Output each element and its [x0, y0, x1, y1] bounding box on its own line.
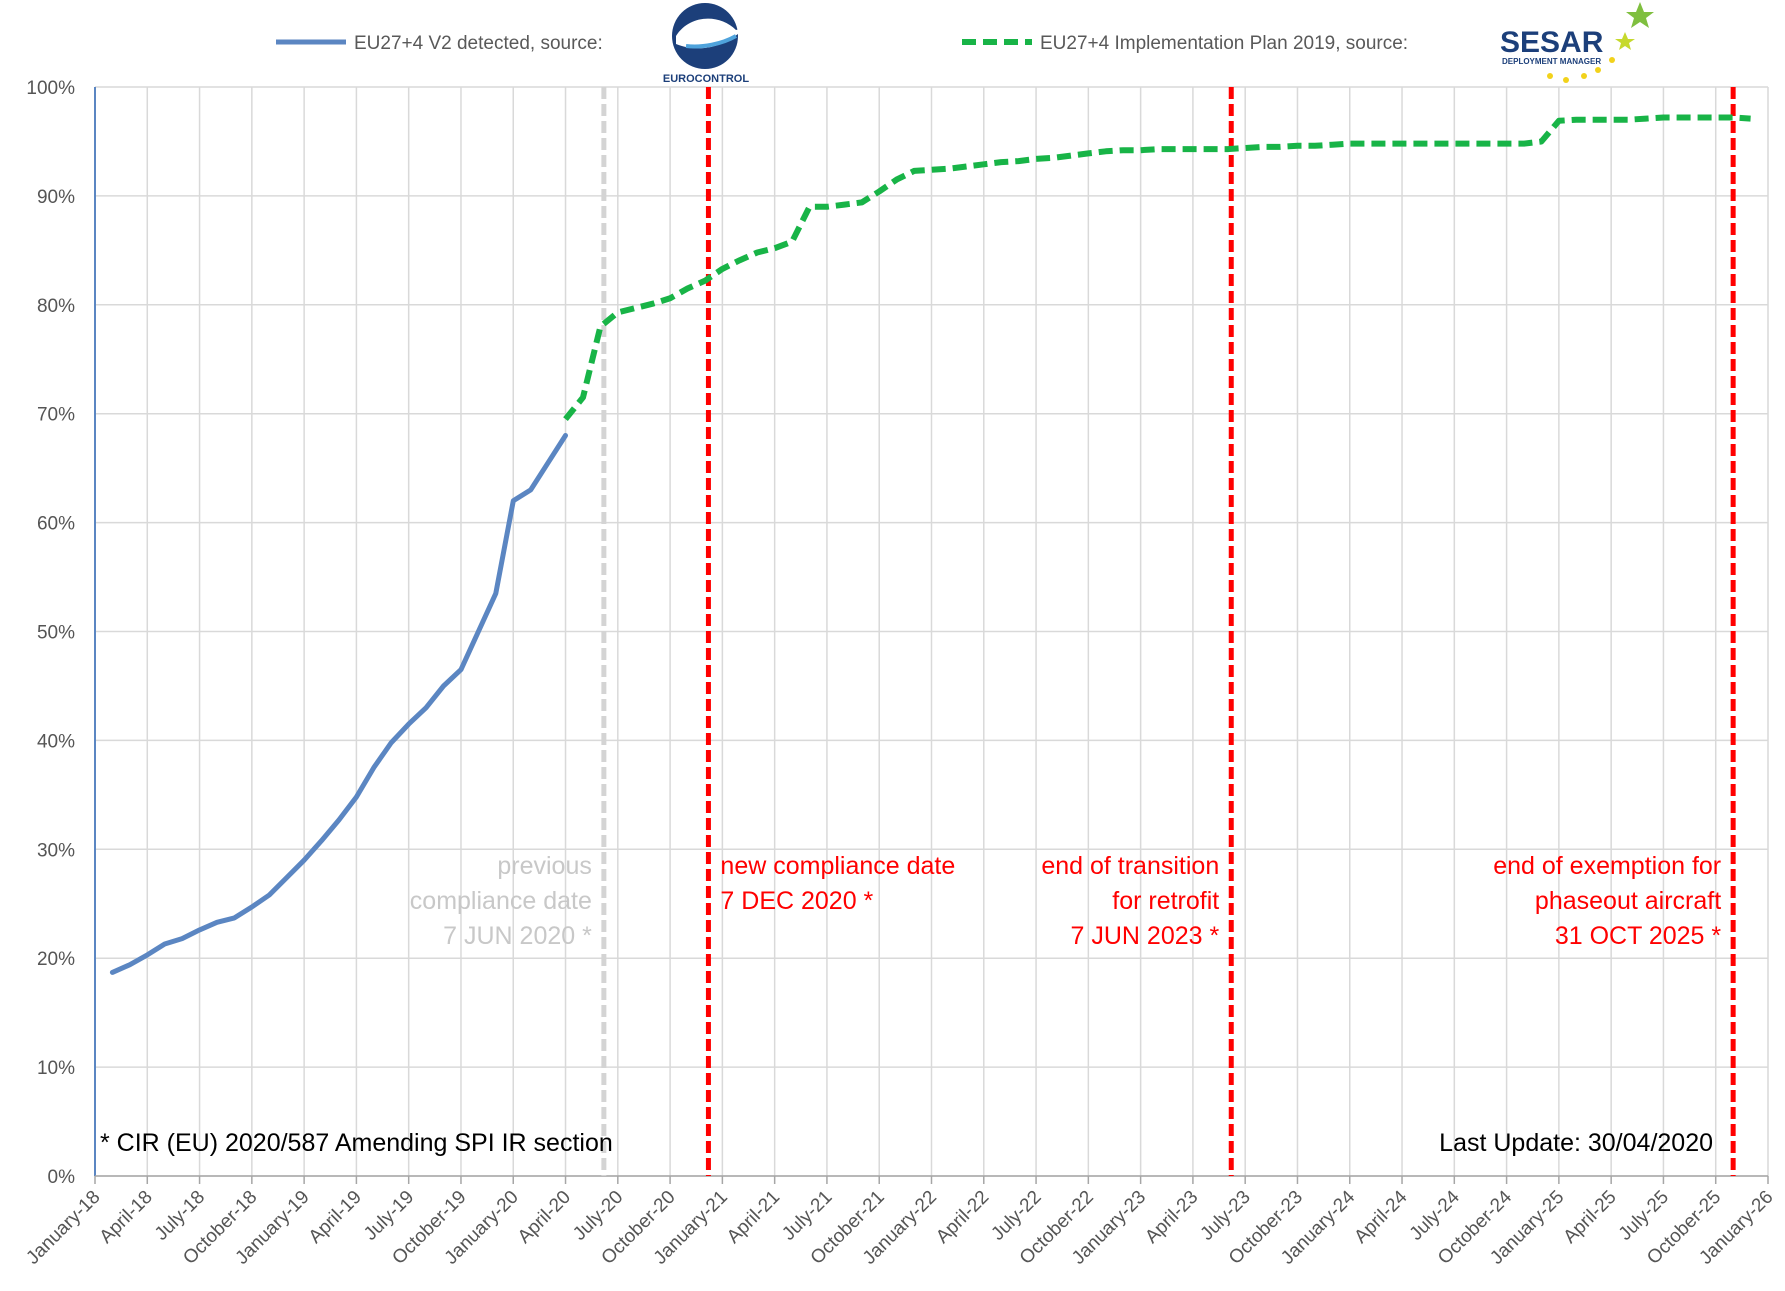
- x-tick-label: April-23: [1141, 1187, 1202, 1248]
- date-marker-annotation: 7 JUN 2020 *: [443, 922, 592, 950]
- x-tick-label: April-18: [96, 1187, 157, 1248]
- x-tick-label: January-18: [22, 1187, 104, 1269]
- y-tick-label: 100%: [26, 78, 75, 99]
- eurocontrol-logo-text: EUROCONTROL: [663, 73, 749, 85]
- sesar-logo: SESAR DEPLOYMENT MANAGER: [1500, 2, 1654, 83]
- y-tick-label: 80%: [37, 296, 75, 317]
- legend: EU27+4 V2 detected, source: EUROCONTROL …: [276, 2, 1654, 85]
- date-marker-annotation: 7 JUN 2023 *: [1071, 922, 1220, 950]
- legend-label-series1: EU27+4 V2 detected, source:: [354, 33, 603, 54]
- y-tick-label: 0%: [48, 1167, 76, 1188]
- last-update: Last Update: 30/04/2020: [1439, 1129, 1713, 1157]
- star-icon: [1626, 2, 1654, 28]
- y-tick-label: 50%: [37, 623, 75, 644]
- date-marker-annotation: previous: [497, 852, 592, 880]
- y-tick-label: 60%: [37, 514, 75, 535]
- x-tick-label: April-25: [1560, 1187, 1621, 1248]
- date-marker-annotation: for retrofit: [1112, 887, 1219, 915]
- footnote: * CIR (EU) 2020/587 Amending SPI IR sect…: [100, 1129, 613, 1157]
- sesar-logo-subtext: DEPLOYMENT MANAGER: [1502, 57, 1601, 66]
- date-marker-annotation: phaseout aircraft: [1535, 887, 1721, 915]
- y-tick-label: 40%: [37, 731, 75, 752]
- date-marker-annotation: compliance date: [410, 887, 592, 915]
- marker-annotations: previous compliance date 7 JUN 2020 * new c…: [410, 852, 1722, 950]
- y-tick-label: 30%: [37, 840, 75, 861]
- x-tick-label: April-19: [305, 1187, 366, 1248]
- y-tick-label: 90%: [37, 187, 75, 208]
- date-marker-annotation: 7 DEC 2020 *: [720, 887, 873, 915]
- y-tick-label: 10%: [37, 1058, 75, 1079]
- sesar-logo-text: SESAR: [1500, 26, 1604, 59]
- x-tick-label: April-24: [1350, 1186, 1411, 1247]
- x-tick-label: April-20: [514, 1187, 575, 1248]
- star-icon: [1615, 32, 1635, 50]
- axes: 0% 10% 20% 30% 40% 50% 60% 70% 80% 90% 100% January…: [22, 78, 1777, 1269]
- x-tick-label: April-22: [932, 1187, 993, 1248]
- date-marker-annotation: 31 OCT 2025 *: [1555, 922, 1722, 950]
- series-line-detected: [109, 433, 568, 975]
- x-tick-label: April-21: [723, 1187, 784, 1248]
- eurocontrol-logo: EUROCONTROL: [663, 3, 749, 85]
- y-tick-label: 20%: [37, 949, 75, 970]
- date-markers: [601, 87, 1736, 1176]
- date-marker-annotation: end of exemption for: [1493, 852, 1721, 880]
- legend-label-series2: EU27+4 Implementation Plan 2019, source:: [1040, 33, 1408, 54]
- date-marker-annotation: end of transition: [1041, 852, 1219, 880]
- series-lines: [109, 114, 1751, 975]
- series-line-implementation-plan: [563, 114, 1751, 421]
- gridlines: [94, 86, 1769, 1177]
- date-marker-annotation: new compliance date: [720, 852, 955, 880]
- y-tick-label: 70%: [37, 405, 75, 426]
